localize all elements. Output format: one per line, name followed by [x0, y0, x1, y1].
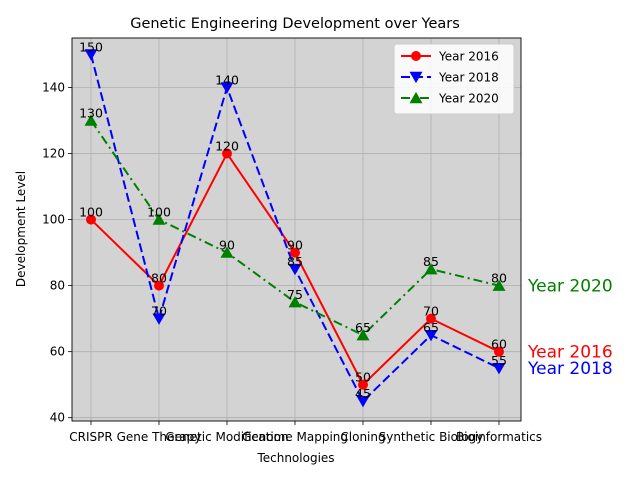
marker-triangle-down: [424, 329, 438, 342]
marker-circle: [290, 247, 300, 258]
marker-triangle-up: [288, 295, 302, 308]
marker-circle: [426, 313, 436, 324]
marker-triangle-down: [409, 71, 423, 84]
y-tick-label: 40: [50, 411, 65, 425]
marker-circle: [494, 346, 504, 357]
data-label: 70: [151, 304, 167, 319]
marker-circle: [222, 148, 232, 159]
plot-frame: [71, 37, 522, 422]
series-year-2020: [84, 114, 506, 341]
y-axis-title: Development Level: [14, 171, 28, 287]
marker-triangle-up: [152, 213, 166, 225]
marker-circle: [358, 379, 368, 390]
y-tick-label: 60: [50, 345, 65, 359]
data-label: 100: [147, 205, 171, 220]
end-label: Year 2016: [527, 343, 613, 363]
legend-label: Year 2018: [438, 71, 499, 85]
series-year-2016: [86, 148, 504, 390]
data-label: 85: [287, 254, 303, 269]
marker-circle: [411, 51, 421, 61]
data-label: 140: [215, 73, 239, 88]
marker-triangle-down: [220, 82, 234, 94]
data-label: 100: [79, 205, 103, 220]
data-label: 65: [355, 320, 371, 335]
data-label: 120: [215, 139, 239, 154]
data-label: 85: [423, 254, 439, 269]
x-tick-label: Gene Therapy: [117, 430, 202, 444]
marker-triangle-up: [492, 279, 506, 291]
x-tick-label: Synthetic Biology: [379, 430, 484, 444]
y-tick-label: 100: [42, 213, 65, 227]
legend-box: [393, 43, 515, 115]
data-label: 65: [423, 320, 439, 335]
x-tick-label: Bioinformatics: [456, 430, 542, 444]
marker-triangle-up: [409, 91, 423, 104]
y-tick-label: 140: [42, 81, 65, 95]
data-label: 90: [287, 238, 303, 253]
series-group: [84, 49, 506, 408]
marker-triangle-down: [356, 395, 370, 408]
legend-label: Year 2020: [438, 92, 499, 106]
marker-circle: [154, 280, 164, 291]
data-label: 70: [423, 304, 439, 319]
chart-title: Genetic Engineering Development over Yea…: [130, 16, 460, 32]
x-tick-label: CRISPR: [69, 430, 112, 444]
data-label: 90: [219, 238, 235, 253]
series-year-2018: [84, 49, 506, 408]
data-label: 80: [491, 271, 507, 286]
y-tick-label: 80: [50, 279, 65, 293]
legend: Year 2016 Year 2018 Year 2020: [393, 43, 515, 115]
marker-triangle-up: [424, 262, 438, 275]
end-label: Year 2018: [527, 359, 613, 379]
x-tick-label: Genome Mapping: [242, 430, 348, 444]
marker-circle: [86, 214, 96, 225]
y-tick-label: 120: [42, 147, 65, 161]
data-label: 60: [491, 337, 507, 352]
marker-triangle-down: [152, 313, 166, 325]
marker-triangle-up: [356, 328, 370, 341]
marker-triangle-down: [84, 49, 98, 61]
x-tick-label: Genetic Modification: [165, 430, 288, 444]
marker-triangle-down: [492, 362, 506, 375]
x-tick-label: Cloning: [340, 430, 385, 444]
x-axis-title: Technologies: [256, 451, 334, 465]
data-label: 150: [79, 40, 103, 55]
data-label: 55: [491, 353, 507, 368]
data-label: 45: [355, 386, 371, 401]
data-label: 80: [151, 271, 167, 286]
marker-triangle-up: [84, 114, 98, 126]
marker-triangle-down: [288, 263, 302, 276]
end-label: Year 2020: [527, 277, 613, 297]
data-labels: 100 80 120 90 50 70 60 150 70 140 85 45 65 55 130 100 90…: [79, 40, 507, 402]
grid: [72, 38, 521, 421]
data-label: 50: [355, 370, 371, 385]
data-label: 75: [287, 287, 303, 302]
data-label: 130: [79, 106, 103, 121]
legend-label: Year 2016: [438, 50, 499, 64]
marker-triangle-up: [220, 246, 234, 258]
